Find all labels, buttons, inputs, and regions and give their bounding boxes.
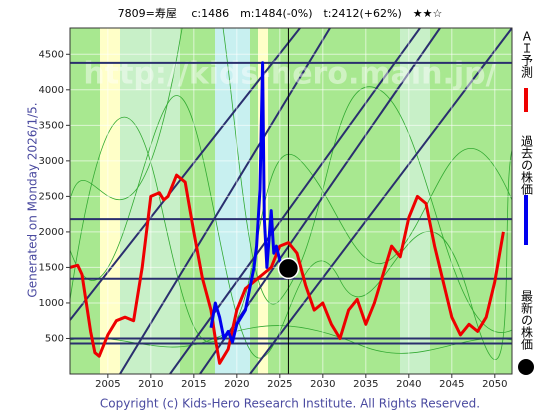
x-tick-label: 2005 [95,379,120,390]
x-tick-label: 2015 [181,379,206,390]
y-tick-label: 3000 [39,156,64,167]
latest-price [277,257,300,280]
x-tick-label: 2045 [439,379,464,390]
legend-label: 最新の株価 [520,290,534,350]
footer: Copyright (c) Kids-Hero Research Institu… [100,397,480,411]
y-tick-label: 2000 [39,227,64,238]
x-tick-label: 2020 [224,379,249,390]
plot-frame [69,27,513,375]
watermark: http://kids-hero.main.jp/ [83,57,496,92]
y-tick-label: 500 [45,333,64,344]
x-tick-label: 2035 [353,379,378,390]
x-tick-label: 2030 [310,379,335,390]
x-tick-label: 2040 [396,379,421,390]
series-line [70,173,505,365]
legend-label: 過去の株価 [520,135,534,195]
chart-title: 7809=寿屋 c:1486 m:1484(-0%) t:2412(+62%) … [118,6,443,20]
y-tick-label: 1500 [39,262,64,273]
y-tick-label: 4000 [39,85,64,96]
series-line [209,61,290,344]
legend-label: ＡＩ予測 [520,30,534,79]
y-tick-label: 2500 [39,191,64,202]
x-tick-label: 2025 [267,379,292,390]
x-tick-label: 2050 [482,379,507,390]
legend-swatch [518,359,534,375]
y-tick-label: 4500 [39,49,64,60]
y-tick-label: 1000 [39,298,64,309]
x-tick-label: 2010 [138,379,163,390]
y-tick-label: 3500 [39,120,64,131]
side-label: Generated on Monday 2026/1/5. [26,102,40,297]
